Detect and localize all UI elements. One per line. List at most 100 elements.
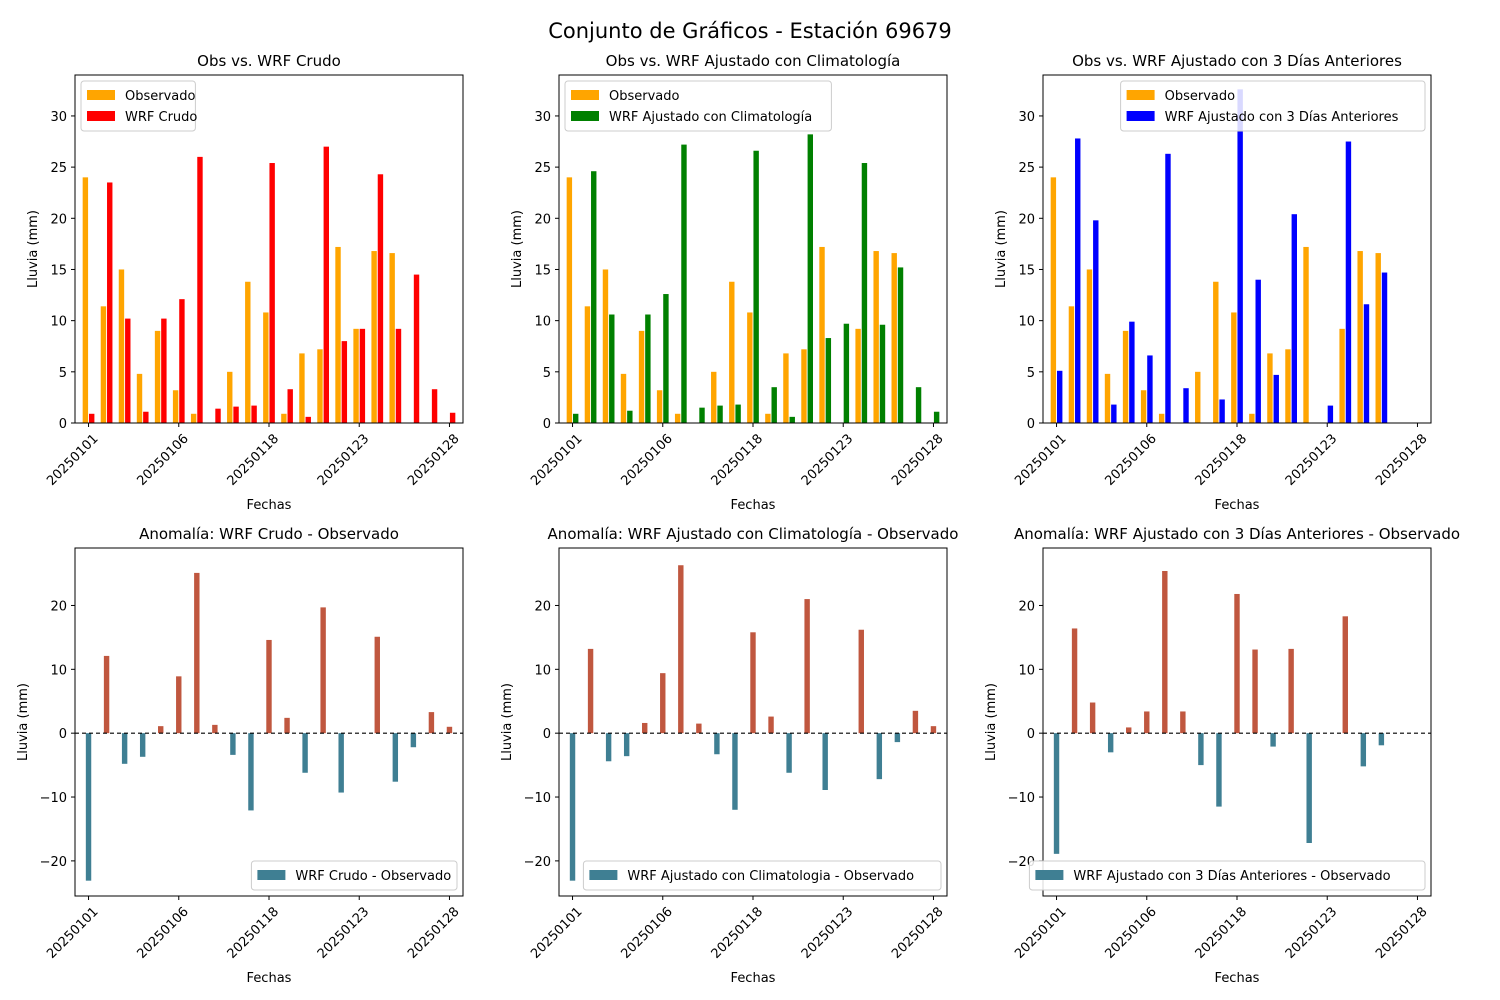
y-tick-label: −20 [40,855,67,870]
bar-tres_dias-18 [1381,272,1388,423]
bar-tres_dias-10 [1237,89,1243,423]
bar-anomaly_negative-13 [804,599,810,734]
bar-crudo-18 [413,274,420,423]
y-tick-label: 0 [59,727,67,742]
bar-observed-5 [172,390,179,423]
y-tick-label: 25 [1018,161,1035,176]
chart-title: Anomalía: WRF Ajustado con 3 Días Anteri… [1014,525,1460,543]
x-tick-label: 20250118 [1193,904,1250,961]
bar-clima-16 [861,163,868,423]
y-tick-label: 20 [50,212,67,227]
bar-tres_dias-4 [1129,321,1135,423]
y-tick-label: 0 [59,417,67,432]
x-tick-label: 20250118 [225,431,282,488]
x-axis-label: Fechas [1215,498,1260,513]
legend-label: WRF Ajustado con 3 Días Anteriores - Obs… [1073,869,1390,884]
bar-crudo-5 [179,299,185,423]
legend: Observado WRF Crudo [80,80,197,132]
legend-label: WRF Crudo - Observado [295,869,451,884]
bar-observed-14 [335,246,341,423]
figure-suptitle: Conjunto de Gráficos - Estación 69679 [548,19,952,43]
y-axis-label: Lluvia (mm) [500,683,515,761]
bar-clima-7 [699,407,705,423]
bar-crudo-15 [359,328,366,423]
bar-observed-4 [1122,330,1129,423]
bar-observed-8 [711,371,717,423]
bar-tres_dias-7 [1183,388,1189,423]
x-tick-label: 20250123 [799,431,856,488]
bar-observed-4 [154,330,161,423]
bar-observed-14 [819,246,825,423]
bar-anomaly_negative-5 [660,673,666,734]
bar-clima-3 [627,410,633,423]
x-tick-label: 20250123 [1283,431,1340,488]
y-tick-label: 15 [1018,263,1035,278]
bar-anomaly_negative-1 [103,655,110,734]
legend-box [1120,80,1426,132]
bar-observed-15 [353,328,359,423]
y-tick-label: 0 [543,727,551,742]
y-tick-label: 5 [543,366,551,381]
x-tick-label: 20250128 [889,431,946,488]
bar-anomaly_negative-2 [1089,702,1096,734]
chart-panel-1: 0 5 10 15 20 25 30 20250101 20250106 20250118 2025… [26,52,464,513]
chart-panel-4: −20 −10 0 10 20 20250101 20250106 20250118 20250… [16,525,464,986]
x-tick-label: 20250101 [1012,904,1069,961]
bar-anomaly_negative-12 [302,733,308,773]
bar-clima-8 [717,405,723,423]
bar-clima-5 [663,294,669,423]
y-tick-label: 0 [1027,417,1035,432]
x-tick-label: 20250128 [405,904,462,961]
x-axis-label: Fechas [731,971,776,986]
y-tick-label: 10 [50,315,67,330]
chart-title: Obs vs. WRF Ajustado con 3 Días Anterior… [1072,52,1402,70]
y-tick-label: 20 [1018,212,1035,227]
y-axis-label: Lluvia (mm) [26,210,41,288]
bar-anomaly_negative-10 [266,639,272,734]
bar-observed-9 [245,281,251,423]
bar-observed-12 [783,353,789,423]
x-tick-label: 20250118 [225,904,282,961]
bar-anomaly_negative-10 [1234,593,1240,734]
y-tick-label: −10 [40,791,67,806]
bar-observed-18 [891,253,897,423]
chart-panel-5: −20 −10 0 10 20 20250101 20250106 20250118 20250… [500,525,958,986]
y-tick-label: 10 [534,663,551,678]
bar-anomaly_negative-18 [894,733,901,743]
bar-observed-9 [729,281,735,423]
legend-label: Observado [609,89,680,104]
bar-anomaly_negative-13 [1288,648,1294,734]
legend-box [1028,860,1426,891]
bar-observed-13 [1285,349,1291,423]
y-tick-label: 30 [534,110,551,125]
x-tick-label: 20250128 [405,431,462,488]
legend-label: WRF Ajustado con Climatología [609,110,812,125]
bar-anomaly_negative-0 [1053,733,1060,854]
chart-title: Anomalía: WRF Ajustado con Climatología … [548,525,959,543]
bar-anomaly_negative-12 [786,733,792,773]
bar-observed-14 [1303,246,1309,423]
x-tick-label: 20250106 [1102,904,1159,961]
bar-anomaly_negative-9 [732,733,738,810]
bar-anomaly_negative-9 [248,733,254,811]
y-tick-label: 30 [50,110,67,125]
y-axis-label: Lluvia (mm) [16,683,31,761]
x-axis-label: Fechas [1215,971,1260,986]
x-tick-label: 20250123 [315,431,372,488]
x-tick-label: 20250101 [528,431,585,488]
bar-observed-17 [389,253,395,423]
y-tick-label: 15 [50,263,67,278]
chart-panel-6: −20 −10 0 10 20 20250101 20250106 20250118 20250… [984,525,1460,986]
x-tick-label: 20250123 [799,904,856,961]
bar-crudo-9 [251,405,257,423]
bar-anomaly_negative-19 [428,712,435,734]
bar-observed-11 [765,413,771,423]
legend-swatch [571,90,599,100]
x-axis-label: Fechas [731,498,776,513]
bar-observed-11 [281,413,287,423]
bar-anomaly_negative-17 [876,733,883,780]
bar-anomaly_negative-11 [768,716,774,734]
bar-observed-6 [1158,413,1165,423]
legend: WRF Ajustado con 3 Días Anteriores - Obs… [1028,860,1426,891]
